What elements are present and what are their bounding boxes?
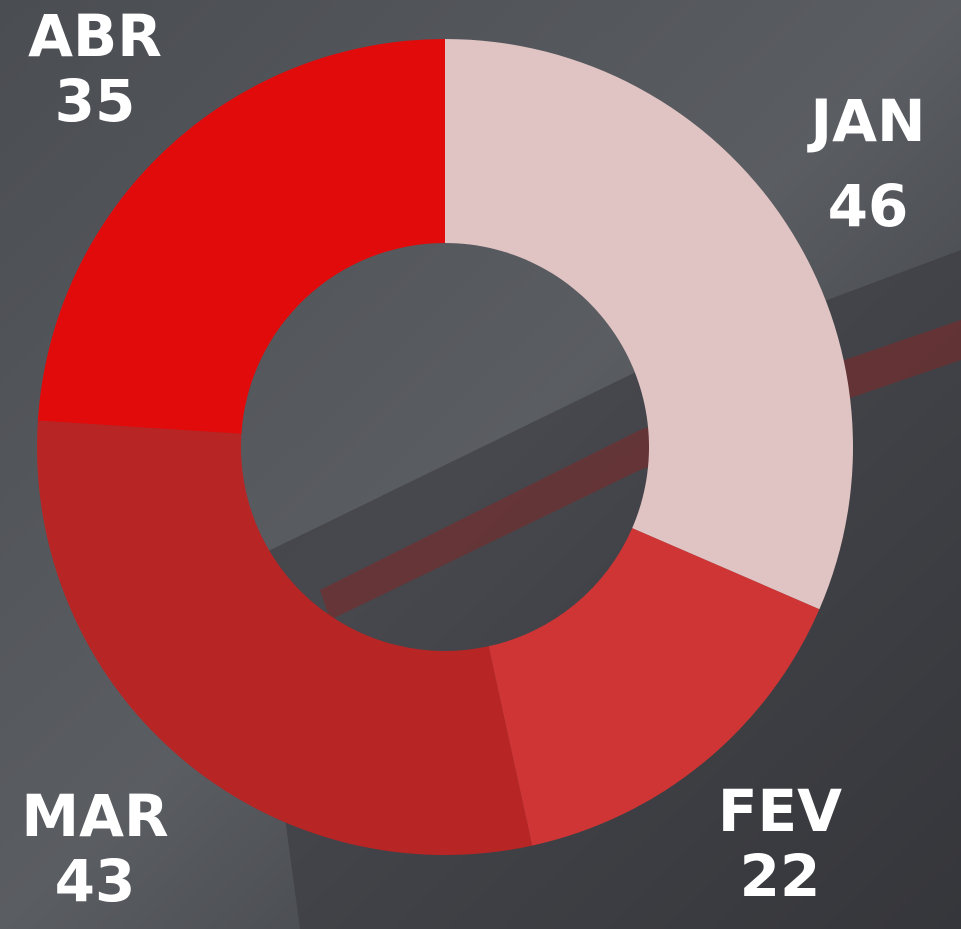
slice-category-label: MAR [21,782,168,850]
slice-category-label: JAN [806,87,925,155]
slice-value-label: 35 [55,67,136,135]
slice-category-label: ABR [28,2,162,70]
slice-category-label: FEV [718,777,842,845]
slice-value-label: 46 [828,172,909,240]
chart: JAN 46 FEV22 MAR43 ABR35 [0,0,961,929]
slice-value-label: 43 [55,847,136,915]
slice-value-label: 22 [740,842,821,910]
